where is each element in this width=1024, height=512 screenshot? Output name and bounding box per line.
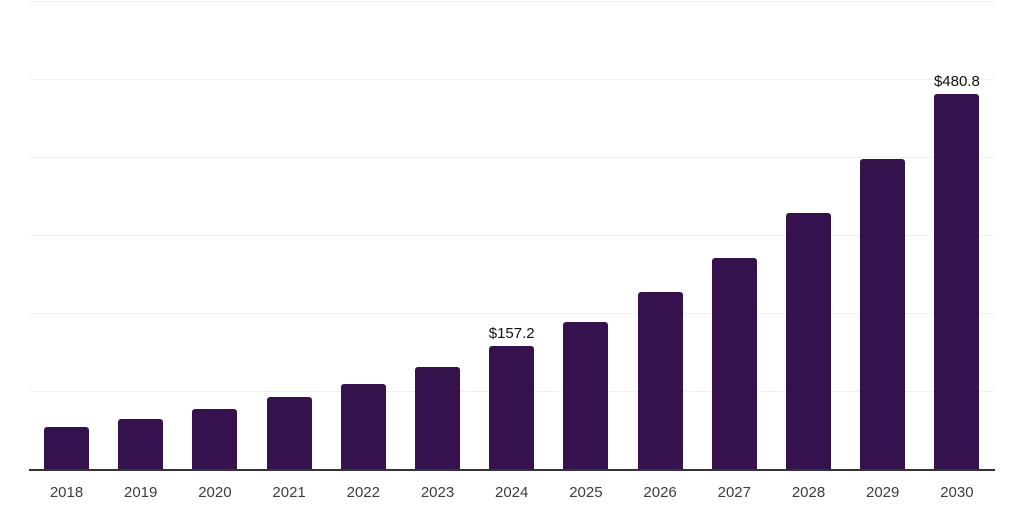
gridline-600 [29,1,995,2]
x-axis-line [29,469,995,471]
bar-2026 [637,292,683,469]
bar-2020 [192,409,238,469]
x-axis-label-2019: 2019 [124,484,158,501]
value-label-2024: $157.2 [488,325,535,342]
x-axis-label-2029: 2029 [866,484,900,501]
x-axis-label-2028: 2028 [791,484,826,501]
bar-2024 [489,346,535,469]
x-axis-label-2025: 2025 [569,484,603,501]
gridline-500 [29,79,995,80]
bar-2029 [860,159,906,469]
x-axis-label-2020: 2020 [198,484,232,501]
gridline-300 [29,235,995,236]
bar-2025 [563,322,609,469]
x-axis-label-2023: 2023 [420,484,455,501]
bar-2018 [44,427,89,469]
bar-2028 [786,213,831,469]
x-axis-label-2024: 2024 [495,484,529,501]
value-label-2030: $480.8 [933,73,980,90]
gridline-200 [29,313,995,314]
bar-2019 [118,419,164,469]
bar-2021 [266,397,312,469]
x-axis-label-2027: 2027 [717,484,751,501]
x-axis-label-2026: 2026 [643,484,677,501]
x-axis-label-2030: 2030 [940,484,974,501]
bar-2030 [934,94,980,469]
bar-2022 [340,384,386,469]
x-axis-label-2021: 2021 [272,484,306,501]
gridline-400 [29,157,995,158]
bar-2023 [415,367,460,469]
bar-2027 [711,258,757,469]
x-axis-label-2022: 2022 [346,484,380,501]
x-axis-label-2018: 2018 [49,484,84,501]
